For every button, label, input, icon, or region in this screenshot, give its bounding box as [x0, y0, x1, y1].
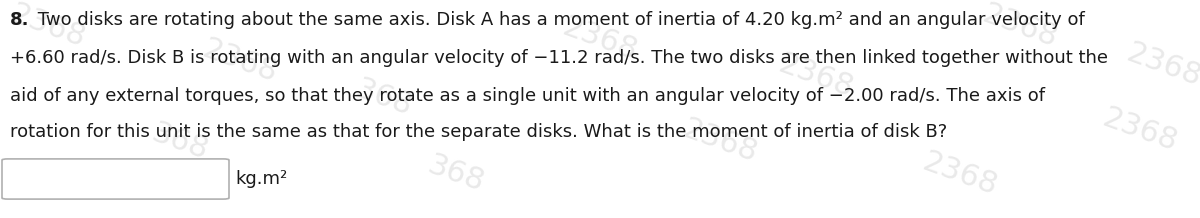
FancyBboxPatch shape	[2, 159, 229, 199]
Text: 2368: 2368	[774, 49, 858, 103]
Text: 368: 368	[148, 118, 212, 165]
Text: 2368: 2368	[918, 148, 1002, 201]
Text: 2368: 2368	[1122, 39, 1200, 92]
Text: 2368: 2368	[978, 0, 1062, 53]
Text: 2368: 2368	[198, 34, 282, 88]
Text: 368: 368	[352, 75, 416, 122]
Text: kg.m²: kg.m²	[235, 170, 287, 188]
Text: 368: 368	[424, 151, 488, 198]
Text: aid of any external torques, so that they rotate as a single unit with an angula: aid of any external torques, so that the…	[10, 87, 1045, 105]
Text: Two disks are rotating about the same axis. Disk A has a moment of inertia of 4.: Two disks are rotating about the same ax…	[32, 11, 1085, 29]
Text: rotation for this unit is the same as that for the separate disks. What is the m: rotation for this unit is the same as th…	[10, 123, 947, 141]
Text: 2368: 2368	[558, 12, 642, 66]
Text: 2368: 2368	[1098, 104, 1182, 158]
Text: 2368: 2368	[678, 115, 762, 169]
Text: +6.60 rad/s. Disk B is rotating with an angular velocity of −11.2 rad/s. The two: +6.60 rad/s. Disk B is rotating with an …	[10, 49, 1108, 67]
Text: 2368: 2368	[6, 0, 90, 53]
Text: 8.: 8.	[10, 11, 30, 29]
